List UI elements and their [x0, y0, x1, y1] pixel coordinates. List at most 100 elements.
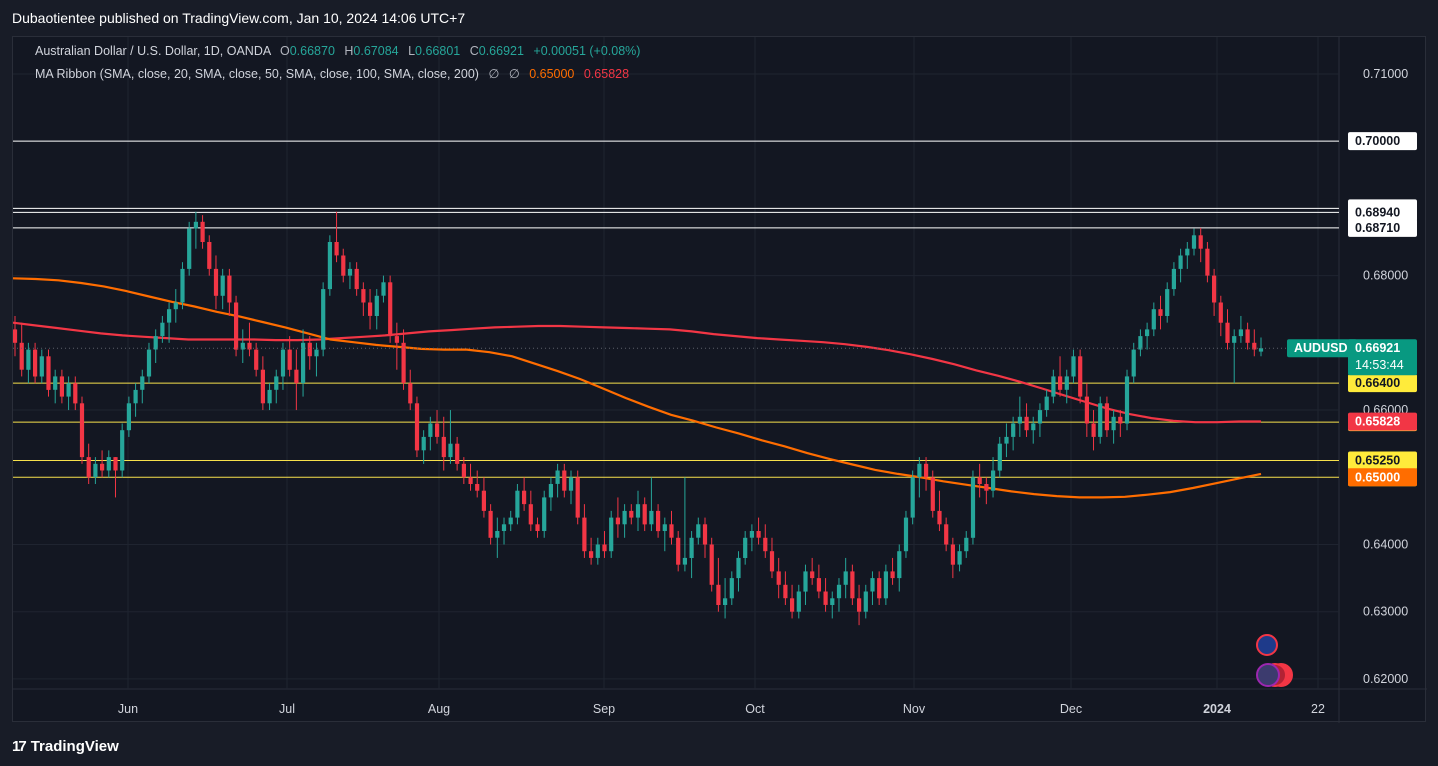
current-price-tag-bg	[1348, 339, 1417, 376]
ma-price-label: 0.65000	[1355, 470, 1400, 484]
candle-body	[823, 591, 828, 605]
candle-body	[1245, 329, 1250, 343]
symbol-legend: Australian Dollar / U.S. Dollar, 1D, OAN…	[35, 44, 640, 58]
current-price-value: 0.66921	[1355, 341, 1400, 355]
candle-body	[997, 443, 1002, 471]
ma-price-label-bg	[1348, 412, 1417, 431]
symbol-tag-bg	[1287, 339, 1357, 358]
candle-body	[167, 309, 172, 323]
candle-body	[542, 497, 547, 531]
price-axis-label: 0.62000	[1363, 672, 1408, 686]
candle-body	[260, 369, 265, 404]
level-price-label: 0.68710	[1355, 221, 1400, 235]
candle-body	[984, 484, 989, 491]
candle-body	[1212, 275, 1217, 303]
level-price-label-bg	[1348, 203, 1417, 222]
candle-body	[1218, 302, 1223, 323]
time-axis-label: 2024	[1203, 702, 1231, 716]
candle-body	[481, 490, 486, 511]
candle-body	[1205, 248, 1210, 276]
candle-body	[1098, 403, 1103, 437]
candle-body	[314, 349, 319, 357]
candle-body	[1124, 376, 1130, 424]
candle-body	[1232, 336, 1237, 343]
ma20-value: ∅	[488, 67, 500, 81]
candle-body	[274, 376, 279, 390]
tradingview-logo-icon: 17	[12, 737, 27, 755]
candle-body	[642, 504, 647, 525]
candle-body	[535, 524, 540, 531]
candle-body	[716, 584, 721, 605]
candle-body	[1051, 376, 1056, 397]
tradingview-brand: TradingView	[30, 737, 119, 755]
candle-body	[294, 369, 299, 384]
candle-body	[455, 443, 460, 464]
time-axis-label: Oct	[745, 702, 765, 716]
candle-body	[729, 578, 734, 599]
candle-body	[501, 524, 507, 531]
candle-body	[756, 531, 761, 538]
candle-body	[254, 349, 259, 370]
chart-frame[interactable]: Jun Jul Aug Sep Oct Nov Dec 2024 22 0.71000 0.7000…	[12, 36, 1427, 723]
candle-body	[649, 510, 654, 525]
candle-body	[595, 544, 600, 558]
candle-body	[589, 551, 594, 558]
ma-100-line	[13, 277, 1262, 499]
candle-body	[334, 242, 339, 256]
candle-body	[944, 524, 949, 545]
candle-body	[448, 443, 453, 458]
candle-body	[843, 571, 848, 585]
candle-body	[234, 302, 239, 350]
candlestick-chart[interactable]: Jun Jul Aug Sep Oct Nov Dec 2024 22 0.71000 0.7000…	[13, 37, 1427, 723]
candle-body	[1165, 289, 1170, 316]
candle-body	[830, 598, 835, 605]
candle-body	[810, 571, 815, 579]
candle-body	[388, 282, 393, 337]
candle-body	[59, 376, 64, 397]
candle-body	[126, 403, 131, 431]
level-price-label: 0.65250	[1355, 453, 1400, 467]
candle-body	[79, 403, 85, 458]
candle-body	[414, 403, 420, 451]
time-axis-label: Dec	[1060, 702, 1082, 716]
ma50-value: ∅	[508, 67, 520, 81]
candle-body	[1078, 356, 1083, 397]
candle-body	[13, 329, 18, 343]
level-price-label-bg	[1348, 218, 1417, 237]
candle-body	[702, 524, 708, 545]
candle-body	[790, 598, 795, 612]
candle-body	[924, 463, 929, 478]
candle-body	[1104, 403, 1109, 431]
candle-body	[394, 336, 399, 343]
candle-body	[1004, 436, 1009, 444]
candle-body	[1171, 268, 1176, 290]
candle-body	[723, 598, 728, 605]
candle-body	[401, 342, 406, 384]
candle-body	[187, 228, 192, 269]
candle-body	[267, 389, 272, 404]
candle-body	[816, 578, 821, 592]
ma-ribbon-legend: MA Ribbon (SMA, close, 20, SMA, close, 5…	[35, 66, 629, 81]
candle-body	[676, 537, 681, 565]
candle-body	[1138, 336, 1143, 350]
candle-body	[66, 383, 71, 397]
candle-body	[508, 517, 513, 525]
candle-body	[1178, 255, 1183, 269]
candle-body	[890, 571, 895, 579]
candle-body	[368, 302, 373, 316]
ma-price-label: 0.65828	[1355, 415, 1400, 429]
level-price-label-bg	[1348, 451, 1417, 470]
high-label: H	[344, 44, 354, 58]
candle-body	[86, 457, 91, 478]
australia-flag-icon	[1256, 634, 1278, 656]
candle-body	[615, 517, 620, 525]
candle-body	[783, 584, 788, 599]
time-axis-label: Jul	[279, 702, 295, 716]
candle-body	[73, 383, 78, 404]
open-value: 0.66870	[289, 44, 335, 58]
candle-body	[957, 551, 962, 565]
candle-body	[381, 282, 386, 296]
candle-body	[575, 477, 580, 518]
candle-body	[153, 336, 158, 350]
candle-body	[1071, 356, 1076, 377]
